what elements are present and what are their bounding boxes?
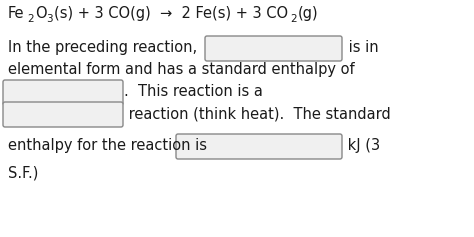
Text: 2: 2 (27, 14, 34, 24)
Text: S.F.): S.F.) (8, 166, 38, 181)
FancyBboxPatch shape (3, 80, 123, 105)
Text: enthalpy for the reaction is: enthalpy for the reaction is (8, 138, 207, 153)
Text: 2: 2 (290, 14, 297, 24)
Text: elemental form and has a standard enthalpy of: elemental form and has a standard enthal… (8, 62, 355, 77)
Text: .  This reaction is a: . This reaction is a (124, 84, 263, 99)
Text: (s) + 3 CO(g)  →  2 Fe(s) + 3 CO: (s) + 3 CO(g) → 2 Fe(s) + 3 CO (54, 6, 288, 21)
Text: kJ (3: kJ (3 (343, 138, 380, 153)
FancyBboxPatch shape (176, 134, 342, 159)
Text: Fe: Fe (8, 6, 25, 21)
Text: In the preceding reaction,: In the preceding reaction, (8, 40, 197, 55)
Text: 3: 3 (46, 14, 53, 24)
FancyBboxPatch shape (3, 102, 123, 127)
FancyBboxPatch shape (205, 36, 342, 61)
Text: (g): (g) (298, 6, 319, 21)
Text: reaction (think heat).  The standard: reaction (think heat). The standard (124, 106, 391, 121)
Text: is in: is in (344, 40, 379, 55)
Text: O: O (35, 6, 46, 21)
